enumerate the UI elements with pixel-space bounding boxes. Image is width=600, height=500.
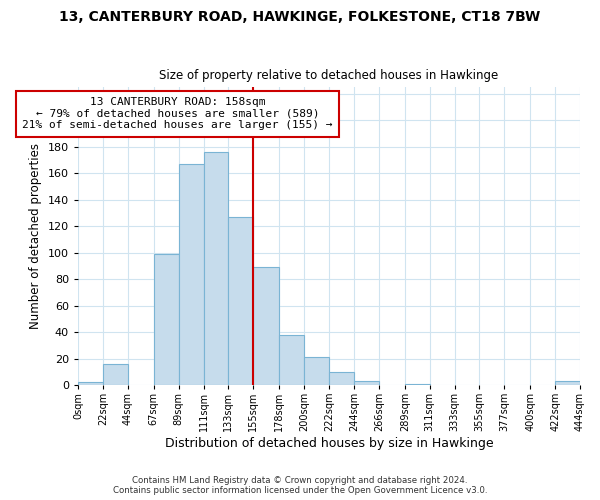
Bar xyxy=(280,334,304,385)
Bar xyxy=(78,382,103,385)
Text: 13, CANTERBURY ROAD, HAWKINGE, FOLKESTONE, CT18 7BW: 13, CANTERBURY ROAD, HAWKINGE, FOLKESTON… xyxy=(59,10,541,24)
Bar xyxy=(304,357,329,385)
Bar xyxy=(405,384,430,385)
Bar xyxy=(555,381,580,385)
Bar xyxy=(329,372,354,385)
Title: Size of property relative to detached houses in Hawkinge: Size of property relative to detached ho… xyxy=(160,69,499,82)
Text: 13 CANTERBURY ROAD: 158sqm
← 79% of detached houses are smaller (589)
21% of sem: 13 CANTERBURY ROAD: 158sqm ← 79% of deta… xyxy=(22,97,333,130)
Bar xyxy=(154,254,179,385)
Bar xyxy=(253,268,280,385)
Text: Contains HM Land Registry data © Crown copyright and database right 2024.
Contai: Contains HM Land Registry data © Crown c… xyxy=(113,476,487,495)
Bar xyxy=(203,152,229,385)
Bar xyxy=(229,217,253,385)
Y-axis label: Number of detached properties: Number of detached properties xyxy=(29,143,42,329)
Bar xyxy=(103,364,128,385)
Bar xyxy=(179,164,203,385)
Bar xyxy=(354,381,379,385)
X-axis label: Distribution of detached houses by size in Hawkinge: Distribution of detached houses by size … xyxy=(165,437,493,450)
